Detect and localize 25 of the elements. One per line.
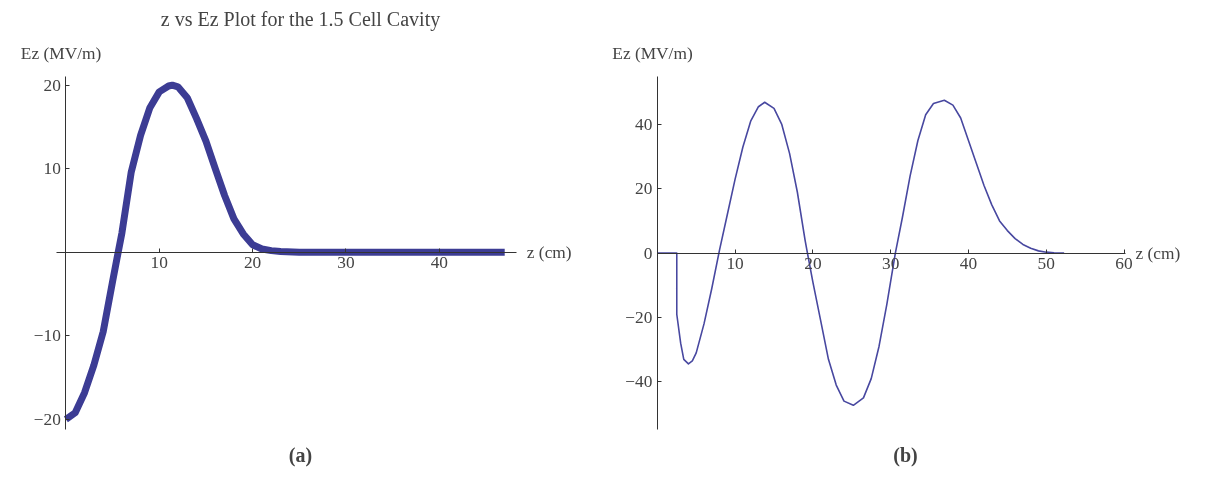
x-tick-label: 50 xyxy=(1037,254,1055,274)
text: (a) xyxy=(288,443,313,467)
chart-title: z vs Ez Plot for the 1.5 Cell Cavity xyxy=(160,7,441,31)
text: (b) xyxy=(893,443,918,467)
y-tick-label: −20 xyxy=(625,307,653,327)
x-tick-label: 30 xyxy=(337,253,355,273)
y-axis-title: Ez (MV/m) xyxy=(20,43,102,63)
y-tick-label: 10 xyxy=(43,159,61,179)
x-tick-label: 10 xyxy=(150,253,168,273)
line-series xyxy=(656,99,1065,407)
x-axis-title: z (cm) xyxy=(1135,244,1181,264)
y-tick-label: 20 xyxy=(43,75,61,95)
y-tick-label: 40 xyxy=(635,114,653,134)
x-axis-title: z (cm) xyxy=(526,243,572,263)
y-tick-label: −40 xyxy=(625,372,653,392)
x-tick-label: 10 xyxy=(726,254,744,274)
y-axis-title: Ez (MV/m) xyxy=(612,43,693,63)
y-tick-label: −10 xyxy=(33,326,61,346)
x-tick-label: 20 xyxy=(243,253,262,273)
x-tick-label: 60 xyxy=(1115,254,1133,274)
x-tick-label: 40 xyxy=(430,253,449,273)
y-tick-label: 20 xyxy=(635,179,653,199)
y-tick-label: −20 xyxy=(33,409,61,429)
y-tick-label: 0 xyxy=(643,243,653,263)
x-tick-label: 40 xyxy=(959,254,978,274)
